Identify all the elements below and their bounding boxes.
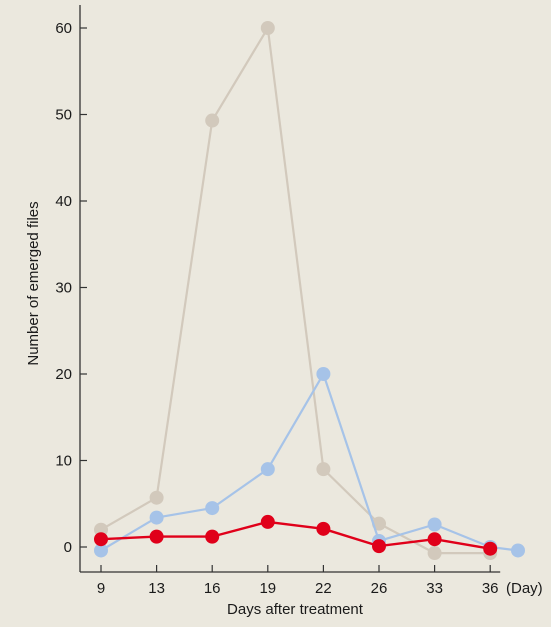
series-line [100,26,491,555]
data-point [205,501,220,516]
x-tick-label: 19 [259,580,276,597]
series-1 [94,21,498,561]
data-point [316,462,331,477]
data-point [260,462,275,477]
x-tick-label: 13 [148,580,165,597]
x-tick-label: 9 [97,580,105,597]
data-point [483,541,498,556]
series-line [100,372,519,552]
y-tick-label: 0 [64,539,72,556]
data-point [511,543,525,558]
data-point [427,517,442,532]
data-point [205,113,220,128]
x-axis-unit-label: (Day) [506,580,543,597]
series-line [100,520,491,550]
x-tick-label: 26 [371,580,388,597]
axes: 0 10 20 30 40 50 60 9 13 16 19 22 26 33 36 [55,5,501,597]
data-point [149,510,164,525]
data-point [94,532,108,547]
y-tick-label: 20 [55,366,72,383]
y-tick-label: 10 [55,453,72,470]
data-point [427,532,442,547]
x-axis-title: Days after treatment [227,601,364,618]
data-point [94,543,108,558]
x-tick-label: 16 [204,580,221,597]
y-tick-label: 60 [55,20,72,37]
data-point [149,529,164,544]
data-point [149,490,164,505]
x-tick-label: 22 [315,580,332,597]
data-point [316,367,331,381]
data-point [260,21,275,35]
y-tick-label: 40 [55,193,72,210]
series-3 [94,514,498,556]
data-point [260,514,275,529]
y-tick-label: 50 [55,107,72,124]
y-axis-title: Number of emerged files [25,201,42,365]
data-point [205,529,220,544]
x-tick-label: 33 [426,580,443,597]
data-point [427,546,442,561]
x-tick-label: 36 [482,580,499,597]
data-point [372,539,386,554]
data-point [316,521,331,536]
y-tick-label: 30 [55,280,72,297]
series-layer [94,21,525,561]
series-2 [94,367,525,558]
